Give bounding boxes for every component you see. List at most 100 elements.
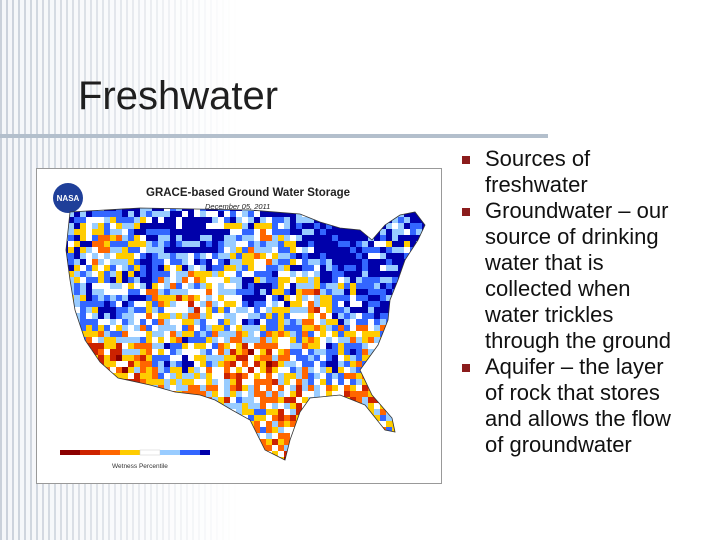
- map-cell: [182, 379, 188, 385]
- map-cell: [284, 367, 290, 373]
- map-cell: [194, 331, 200, 337]
- map-cell: [290, 211, 296, 217]
- map-cell: [158, 379, 164, 385]
- map-cell: [272, 265, 278, 271]
- map-cell: [74, 271, 80, 277]
- map-cell: [116, 295, 122, 301]
- map-cell: [254, 241, 260, 247]
- map-cell: [380, 319, 386, 325]
- map-cell: [350, 337, 356, 343]
- map-cell: [308, 295, 314, 301]
- map-cell: [164, 379, 170, 385]
- map-cell: [278, 415, 284, 421]
- map-cell: [356, 367, 362, 373]
- map-cell: [278, 241, 284, 247]
- map-cell: [92, 265, 98, 271]
- map-cell: [146, 223, 152, 229]
- map-cell: [350, 355, 356, 361]
- map-cell: [338, 373, 344, 379]
- map-cell: [314, 295, 320, 301]
- map-cell: [206, 289, 212, 295]
- map-cell: [398, 229, 404, 235]
- map-cell: [218, 373, 224, 379]
- map-cell: [98, 313, 104, 319]
- map-cell: [188, 295, 194, 301]
- map-cell: [128, 373, 134, 379]
- map-cell: [350, 247, 356, 253]
- map-cell: [218, 235, 224, 241]
- map-cell: [332, 379, 338, 385]
- map-cell: [254, 349, 260, 355]
- map-cell: [110, 223, 116, 229]
- map-cell: [320, 379, 326, 385]
- map-cell: [140, 307, 146, 313]
- map-cell: [122, 241, 128, 247]
- map-cell: [224, 283, 230, 289]
- map-cell: [158, 247, 164, 253]
- figure-date: December 05, 2011: [205, 202, 270, 211]
- map-cell: [362, 307, 368, 313]
- map-cell: [218, 325, 224, 331]
- map-cell: [248, 259, 254, 265]
- map-cell: [350, 319, 356, 325]
- map-cell: [134, 343, 140, 349]
- map-cell: [266, 391, 272, 397]
- map-cell: [278, 403, 284, 409]
- map-cell: [218, 259, 224, 265]
- map-cell: [158, 235, 164, 241]
- map-cell: [74, 301, 80, 307]
- map-cell: [248, 247, 254, 253]
- map-cell: [290, 229, 296, 235]
- map-cell: [158, 355, 164, 361]
- map-cell: [326, 325, 332, 331]
- map-cell: [212, 265, 218, 271]
- map-cell: [302, 325, 308, 331]
- map-cell: [110, 283, 116, 289]
- map-cell: [398, 259, 404, 265]
- map-cell: [308, 313, 314, 319]
- map-cell: [278, 439, 284, 445]
- map-cell: [170, 277, 176, 283]
- map-cell: [374, 289, 380, 295]
- map-cell: [404, 217, 410, 223]
- map-cell: [188, 253, 194, 259]
- map-cell: [290, 343, 296, 349]
- map-cell: [122, 295, 128, 301]
- map-cell: [308, 307, 314, 313]
- map-cell: [140, 208, 146, 211]
- map-cell: [326, 337, 332, 343]
- map-cell: [122, 223, 128, 229]
- map-cell: [314, 343, 320, 349]
- map-cell: [254, 373, 260, 379]
- map-cell: [254, 211, 260, 217]
- map-cell: [290, 427, 296, 433]
- map-cell: [158, 343, 164, 349]
- map-cell: [230, 229, 236, 235]
- map-cell: [362, 325, 368, 331]
- map-cell: [200, 259, 206, 265]
- map-cell: [92, 211, 98, 217]
- map-cell: [176, 253, 182, 259]
- map-cell: [200, 343, 206, 349]
- map-cell: [80, 247, 86, 253]
- map-cell: [272, 313, 278, 319]
- map-cell: [122, 235, 128, 241]
- map-cell: [104, 241, 110, 247]
- map-cell: [122, 337, 128, 343]
- map-cell: [176, 379, 182, 385]
- map-cell: [116, 355, 122, 361]
- map-cell: [308, 343, 314, 349]
- map-cell: [284, 439, 290, 445]
- map-cell: [92, 331, 98, 337]
- map-cell: [314, 325, 320, 331]
- map-cell: [194, 355, 200, 361]
- map-cell: [140, 367, 146, 373]
- map-cell: [104, 349, 110, 355]
- map-cell: [332, 259, 338, 265]
- map-cell: [260, 283, 266, 289]
- map-cell: [176, 223, 182, 229]
- map-cell: [122, 253, 128, 259]
- map-cell: [218, 343, 224, 349]
- map-cell: [152, 229, 158, 235]
- map-cell: [242, 319, 248, 325]
